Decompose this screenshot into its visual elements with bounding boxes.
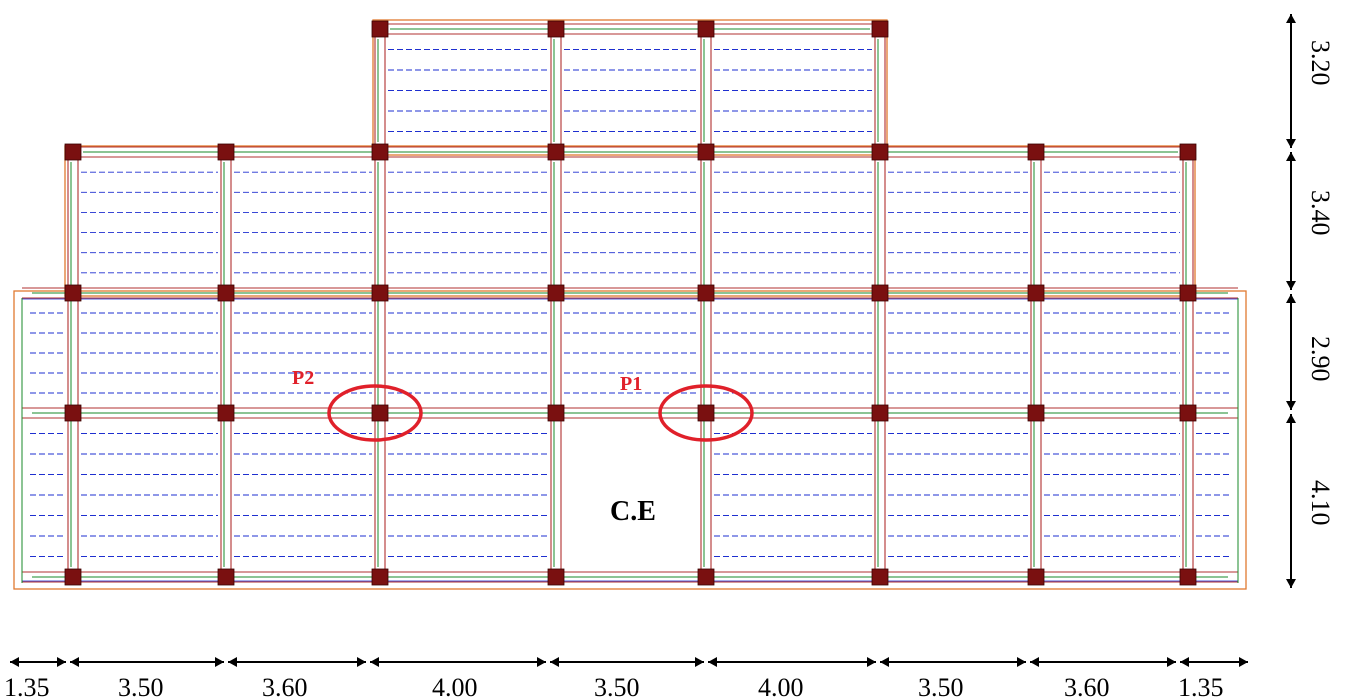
column (64, 284, 82, 302)
dim-x-7: 3.50 (918, 673, 964, 700)
dimension-arrow (57, 657, 66, 667)
dimension-arrow (1286, 414, 1296, 423)
dimension-arrow (867, 657, 876, 667)
dimension-arrow (695, 657, 704, 667)
dim-y-4: 4.10 (1306, 480, 1335, 526)
column (697, 284, 715, 302)
dimension-arrow (1030, 657, 1039, 667)
column (64, 143, 82, 161)
vertical-dimension-arrows (1286, 14, 1296, 588)
column (1179, 284, 1197, 302)
dimension-arrow (1286, 294, 1296, 303)
column (371, 284, 389, 302)
dim-x-6: 4.00 (758, 673, 804, 700)
dimension-arrow (1286, 14, 1296, 23)
dimension-arrow (370, 657, 379, 667)
columns (64, 20, 1197, 586)
dimension-arrow (880, 657, 889, 667)
column (697, 568, 715, 586)
column (547, 143, 565, 161)
dimension-arrow (1286, 281, 1296, 290)
dimension-arrow (70, 657, 79, 667)
vertical-dimensions: 3.20 3.40 2.90 4.10 (1306, 40, 1335, 526)
column (371, 568, 389, 586)
column (547, 404, 565, 422)
column (217, 568, 235, 586)
column (547, 20, 565, 38)
dimension-arrow (215, 657, 224, 667)
column (1027, 568, 1045, 586)
dimension-arrow (228, 657, 237, 667)
column (1027, 284, 1045, 302)
dimension-arrow (708, 657, 717, 667)
column (371, 20, 389, 38)
column (697, 20, 715, 38)
column (871, 284, 889, 302)
dimension-arrow (1286, 401, 1296, 410)
slab-edge-upper (64, 145, 1196, 297)
dimension-arrow (357, 657, 366, 667)
dimension-arrow (1017, 657, 1026, 667)
dim-x-8: 3.60 (1064, 673, 1110, 700)
slab-edge-top (372, 19, 888, 156)
dim-y-1: 3.20 (1306, 40, 1335, 86)
column (64, 404, 82, 422)
column (1027, 143, 1045, 161)
column-markers: P2 P1 (292, 367, 754, 442)
column (371, 404, 389, 422)
horizontal-dimensions: 1.35 3.50 3.60 4.00 3.50 4.00 3.50 3.60 … (4, 673, 1224, 700)
dimension-arrow (550, 657, 559, 667)
column (1179, 568, 1197, 586)
dim-x-9: 1.35 (1178, 673, 1224, 700)
column (217, 284, 235, 302)
column (217, 143, 235, 161)
dimension-arrow (1167, 657, 1176, 667)
marker-ellipse-p2 (327, 384, 423, 442)
dim-x-5: 3.50 (594, 673, 640, 700)
column (1179, 143, 1197, 161)
joist-lines (30, 49, 1230, 557)
column (871, 404, 889, 422)
column (547, 568, 565, 586)
column (871, 568, 889, 586)
marker-label-p2: P2 (292, 367, 314, 389)
dim-x-2: 3.50 (118, 673, 164, 700)
horizontal-dimension-arrows (10, 657, 1248, 667)
slab-edge-outline (13, 290, 1247, 590)
dimension-arrow (1286, 139, 1296, 148)
dim-x-1: 1.35 (4, 673, 50, 700)
dim-y-2: 3.40 (1306, 190, 1335, 236)
core-void (562, 419, 700, 571)
column (1179, 404, 1197, 422)
column (64, 568, 82, 586)
marker-ellipse-p1 (658, 384, 754, 442)
column (871, 20, 889, 38)
column (371, 143, 389, 161)
dimension-arrow (1239, 657, 1248, 667)
core-label: C.E (610, 496, 656, 527)
core-void-rect (562, 419, 700, 571)
dimension-arrow (1286, 152, 1296, 161)
dim-y-3: 2.90 (1306, 336, 1335, 382)
column (697, 143, 715, 161)
column (871, 143, 889, 161)
dimension-arrow (10, 657, 19, 667)
dim-x-4: 4.00 (432, 673, 478, 700)
column (217, 404, 235, 422)
dimension-arrow (537, 657, 546, 667)
column (697, 404, 715, 422)
dimension-arrow (1286, 579, 1296, 588)
dimension-arrow (1180, 657, 1189, 667)
dim-x-3: 3.60 (262, 673, 308, 700)
column (547, 284, 565, 302)
marker-label-p1: P1 (620, 373, 642, 395)
column (1027, 404, 1045, 422)
